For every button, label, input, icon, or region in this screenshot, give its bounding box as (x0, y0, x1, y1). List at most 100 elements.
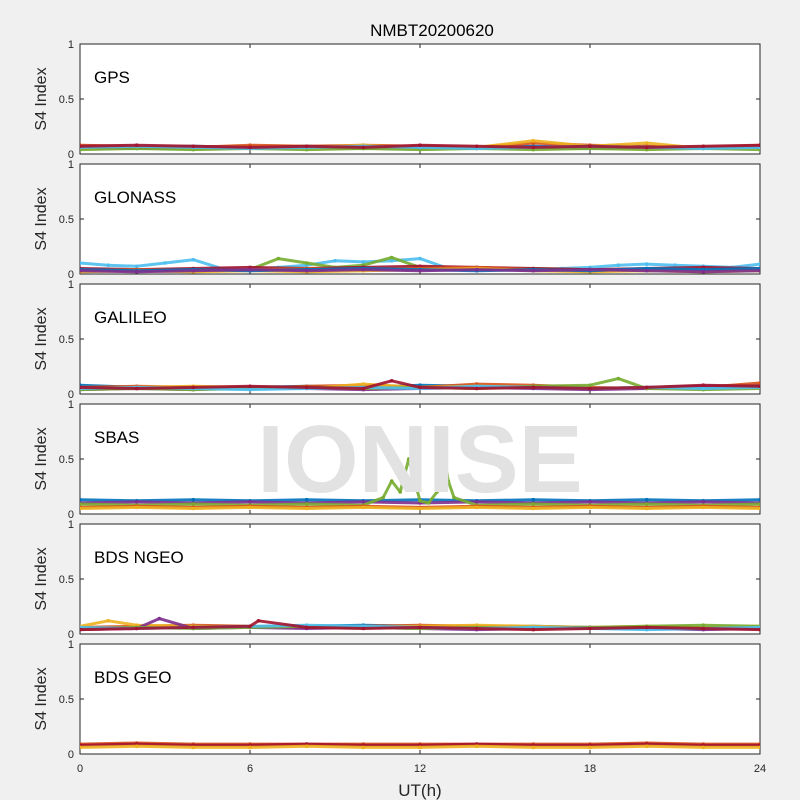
data-point (758, 268, 760, 273)
data-point (531, 497, 536, 502)
data-point (304, 744, 309, 749)
data-point (248, 500, 252, 504)
series-group (80, 376, 760, 392)
data-point (435, 490, 439, 494)
y-tick-label: 0 (68, 269, 74, 281)
data-point (701, 270, 706, 274)
data-point (191, 385, 196, 390)
data-point (248, 505, 252, 510)
y-tick-label: 1 (68, 39, 74, 51)
data-point (304, 268, 309, 273)
data-point (474, 267, 479, 272)
y-tick-label: 0 (68, 749, 74, 761)
data-point (406, 457, 411, 461)
data-point (758, 262, 760, 266)
panel-axes-box (79, 43, 761, 155)
data-point (644, 141, 649, 145)
data-point (758, 143, 760, 147)
data-point (134, 264, 139, 269)
data-point (361, 505, 366, 510)
data-point (758, 627, 760, 632)
data-point (389, 259, 394, 263)
data-point (474, 626, 479, 631)
data-point (398, 490, 403, 494)
data-point (276, 256, 281, 261)
data-point (588, 500, 592, 504)
data-point (474, 744, 479, 749)
data-point (80, 745, 82, 750)
data-point (191, 268, 196, 273)
y-tick-label: 0 (68, 389, 74, 401)
data-point (381, 495, 386, 500)
data-point (418, 745, 422, 750)
data-point (333, 259, 337, 263)
y-axis-label: S4 Index (33, 67, 50, 130)
data-point (134, 143, 139, 147)
data-point (248, 384, 252, 389)
data-point (191, 502, 196, 506)
panel-name-label: GPS (94, 68, 130, 87)
y-tick-label: 0.5 (59, 214, 74, 226)
data-point (80, 144, 82, 149)
data-point (304, 261, 309, 265)
y-tick-label: 0.5 (59, 694, 74, 706)
data-point (644, 145, 649, 150)
data-point (389, 479, 394, 483)
data-point (163, 261, 167, 265)
data-point (531, 506, 536, 511)
data-point (418, 499, 422, 503)
data-point (616, 376, 621, 381)
data-point (361, 500, 366, 504)
watermark-text: IONISE (257, 406, 582, 513)
data-point (248, 145, 252, 150)
panel-axes-box (79, 283, 761, 395)
data-point (531, 145, 536, 150)
data-point (361, 145, 366, 150)
data-point (644, 262, 649, 266)
data-point (80, 385, 82, 390)
y-axis-label: S4 Index (33, 187, 50, 250)
data-point (426, 501, 431, 505)
data-point (588, 386, 592, 391)
x-axis: 0 6 12 18 24 (77, 763, 766, 775)
data-point (304, 385, 309, 390)
panel-name-label: BDS GEO (94, 668, 171, 687)
data-point (191, 625, 196, 630)
data-point (418, 268, 422, 273)
data-point (134, 626, 139, 631)
data-point (588, 626, 592, 631)
data-point (644, 744, 649, 749)
data-point (588, 745, 592, 750)
data-point (248, 387, 252, 392)
data-point (191, 257, 196, 262)
data-point (758, 384, 760, 389)
data-point (644, 268, 649, 273)
series-group (80, 139, 760, 152)
data-point (644, 506, 649, 511)
y-tick-label: 0.5 (59, 574, 74, 586)
data-point (531, 745, 536, 750)
data-point (758, 502, 760, 506)
data-point (134, 505, 139, 510)
data-point (531, 385, 536, 390)
x-tick-label: 0 (77, 763, 83, 775)
data-point (531, 627, 536, 632)
data-point (758, 497, 760, 502)
data-point (361, 267, 366, 272)
data-point (588, 505, 592, 510)
data-point (418, 506, 422, 511)
data-point (134, 500, 139, 504)
data-point (418, 143, 422, 147)
data-point (80, 268, 82, 273)
y-tick-label: 1 (68, 159, 74, 171)
y-axis-label: S4 Index (33, 547, 50, 610)
data-point (644, 625, 649, 630)
series-group (80, 616, 760, 632)
data-point (80, 506, 82, 511)
data-point (361, 386, 366, 391)
data-point (191, 506, 196, 511)
panel-name-label: BDS NGEO (94, 548, 184, 567)
data-point (134, 270, 139, 274)
data-point (474, 505, 479, 510)
series-line (80, 619, 760, 632)
